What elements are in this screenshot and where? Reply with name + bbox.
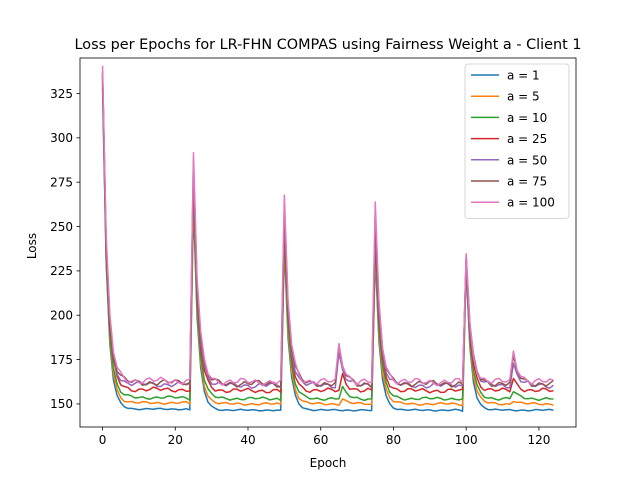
legend-label: a = 100	[507, 196, 555, 210]
y-axis-label: Loss	[25, 233, 39, 259]
legend-label: a = 50	[507, 153, 547, 167]
x-tick-label: 60	[313, 433, 328, 447]
series-layer	[101, 65, 554, 413]
legend-label: a = 5	[507, 90, 540, 104]
series-line-2	[101, 82, 554, 407]
y-tick-label: 325	[50, 87, 73, 101]
x-tick-label: 120	[527, 433, 550, 447]
legend-label: a = 75	[507, 175, 547, 189]
plot-frame	[79, 57, 577, 428]
series-line-4	[101, 75, 554, 394]
x-tick-label: 20	[168, 433, 183, 447]
legend-box	[464, 63, 570, 219]
series-line-7	[101, 65, 554, 387]
y-tick-label: 300	[50, 131, 73, 145]
y-tick-label: 175	[50, 353, 73, 367]
chart-title: Loss per Epochs for LR-FHN COMPAS using …	[75, 37, 582, 53]
y-tick-label: 275	[50, 175, 73, 189]
legend-label: a = 25	[507, 132, 547, 146]
axes-layer: 0 20 40 60 80 100 120 150 175 200 225 250 275 300 325	[50, 57, 577, 447]
y-tick-label: 200	[50, 309, 73, 323]
legend-label: a = 10	[507, 111, 547, 125]
x-axis-label: Epoch	[310, 456, 347, 470]
series-line-3	[101, 79, 554, 402]
x-tick-label: 80	[386, 433, 401, 447]
y-tick-label: 250	[50, 220, 73, 234]
y-tick-label: 225	[50, 264, 73, 278]
x-tick-label: 40	[240, 433, 255, 447]
x-tick-label: 0	[99, 433, 107, 447]
series-line-1	[101, 87, 554, 413]
y-tick-label: 150	[50, 397, 73, 411]
x-tick-label: 100	[455, 433, 478, 447]
legend-label: a = 1	[507, 69, 540, 83]
legend: a = 1 a = 5 a = 10 a = 25 a = 50 a = 75 a = 10…	[464, 63, 570, 219]
